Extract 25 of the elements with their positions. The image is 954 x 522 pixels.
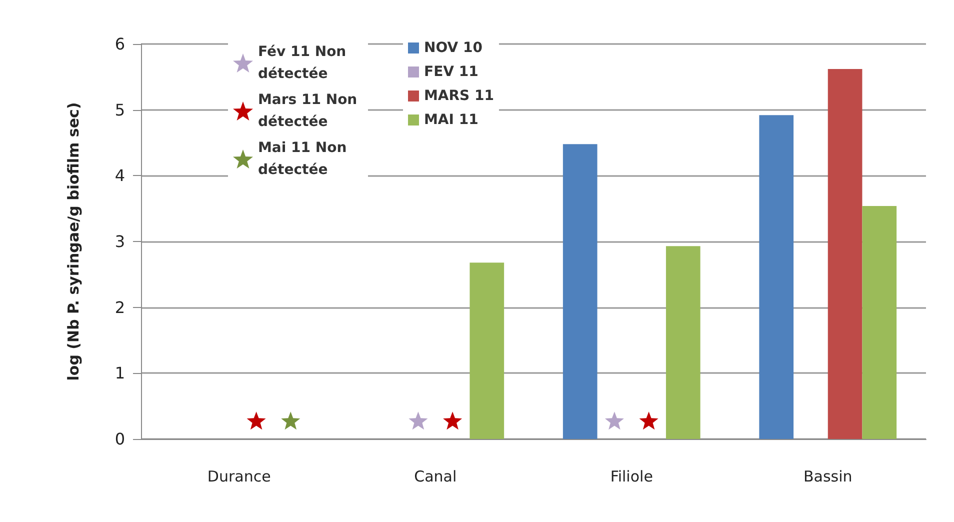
bar [759, 115, 794, 439]
legend-label: Fév 11 Non détectée [258, 44, 352, 82]
bar [862, 206, 897, 439]
legend-label: MAI 11 [424, 112, 478, 128]
bar [666, 246, 700, 439]
legend-label: Mars 11 Non détectée [258, 92, 362, 130]
x-tick-label: Bassin [803, 468, 852, 486]
legend-label: FEV 11 [424, 64, 478, 80]
legend-label: NOV 10 [424, 40, 483, 56]
y-tick-label: 0 [114, 430, 125, 448]
y-tick-label: 3 [114, 232, 125, 251]
legend-label: Mai 11 Non détectée [258, 140, 352, 178]
bar [562, 144, 598, 439]
y-tick-label: 6 [114, 34, 125, 54]
y-tick-label: 1 [114, 364, 125, 383]
bar [828, 69, 862, 439]
y-axis-title: log (Nb P. syringae/g biofilm sec) [64, 102, 82, 381]
y-tick-label: 4 [114, 166, 125, 186]
y-tick-label: 2 [114, 298, 125, 317]
x-tick-label: Canal [414, 468, 457, 486]
x-tick-label: Filiole [610, 468, 653, 486]
x-tick-label: Durance [207, 468, 271, 486]
y-tick-label: 5 [114, 100, 125, 120]
legend-label: MARS 11 [424, 88, 494, 104]
bar [470, 262, 504, 439]
